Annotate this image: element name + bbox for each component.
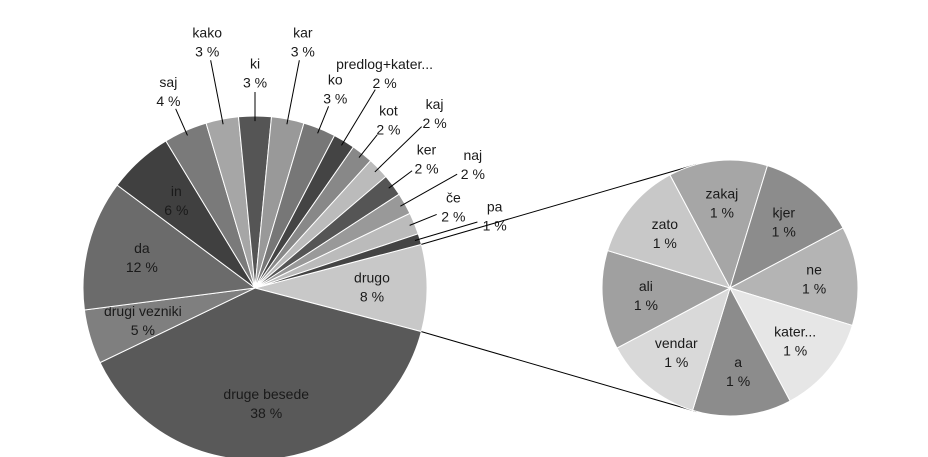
leader-line: [317, 106, 330, 134]
value-label: 6 %: [164, 202, 188, 218]
slice-label: če: [446, 189, 461, 205]
pie-slice: [606, 174, 732, 289]
slice-label: vendar: [655, 335, 698, 351]
value-label: 2 %: [373, 75, 397, 91]
connector-line: [421, 331, 698, 413]
slice-label: pa: [487, 199, 503, 215]
slice-label: zato: [652, 216, 679, 232]
value-label: 1 %: [664, 354, 688, 370]
leader-line: [400, 173, 458, 207]
value-label: 2 %: [376, 121, 400, 137]
value-label: 1 %: [772, 224, 796, 240]
slice-label: ker: [417, 142, 437, 158]
pie-slice: [253, 243, 428, 333]
slice-label: saj: [159, 74, 177, 90]
leader-line: [388, 170, 413, 189]
value-label: 2 %: [461, 166, 485, 182]
slice-label: a: [734, 354, 742, 370]
slice-label: kako: [192, 24, 222, 40]
value-label: 2 %: [414, 161, 438, 177]
leader-line: [341, 89, 376, 146]
slice-label: kar: [293, 24, 313, 40]
slice-label: kot: [379, 102, 398, 118]
value-label: 1 %: [634, 297, 658, 313]
pie-slice: [99, 287, 422, 457]
slice-label: druge besede: [223, 386, 309, 402]
value-label: 1 %: [802, 281, 826, 297]
slice-label: drugo: [354, 270, 390, 286]
value-label: 3 %: [291, 43, 315, 59]
pie-slice: [728, 287, 854, 402]
slice-label: drugi vezniki: [104, 303, 182, 319]
leader-line: [414, 221, 478, 242]
value-label: 38 %: [250, 405, 282, 421]
pie-slice: [729, 164, 844, 290]
slice-label: zakaj: [706, 186, 739, 202]
slice-label: kaj: [426, 96, 444, 112]
value-label: 4 %: [156, 93, 180, 109]
value-label: 2 %: [441, 208, 465, 224]
slice-label: kjer: [772, 205, 795, 221]
leader-line: [210, 60, 224, 125]
leader-line: [409, 213, 437, 226]
value-label: 1 %: [726, 373, 750, 389]
value-label: 2 %: [423, 115, 447, 131]
value-label: 1 %: [710, 205, 734, 221]
value-label: 3 %: [243, 75, 267, 91]
leader-line: [286, 60, 300, 125]
pie-slice: [601, 249, 732, 349]
slice-label: in: [171, 183, 182, 199]
value-label: 1 %: [653, 235, 677, 251]
slice-label: ko: [328, 71, 343, 87]
value-label: 5 %: [131, 322, 155, 338]
leader-line: [175, 108, 188, 136]
value-label: 3 %: [323, 90, 347, 106]
value-label: 3 %: [195, 43, 219, 59]
slice-label: naj: [463, 147, 482, 163]
slice-label: ali: [639, 278, 653, 294]
pie-slice: [691, 286, 791, 417]
pie-slice: [728, 227, 859, 327]
pie-slice: [616, 286, 731, 412]
slice-label: da: [134, 240, 150, 256]
slice-label: predlog+kater...: [336, 56, 433, 72]
value-label: 1 %: [783, 342, 807, 358]
value-label: 8 %: [360, 289, 384, 305]
pie-slice: [82, 184, 257, 311]
value-label: 12 %: [126, 259, 158, 275]
slice-label: ki: [250, 56, 260, 72]
slice-label: kater...: [774, 323, 816, 339]
connector-line: [421, 163, 698, 245]
leader-line: [358, 134, 378, 158]
leader-line: [374, 126, 423, 173]
slice-label: ne: [806, 262, 822, 278]
pie-slice: [669, 159, 769, 290]
